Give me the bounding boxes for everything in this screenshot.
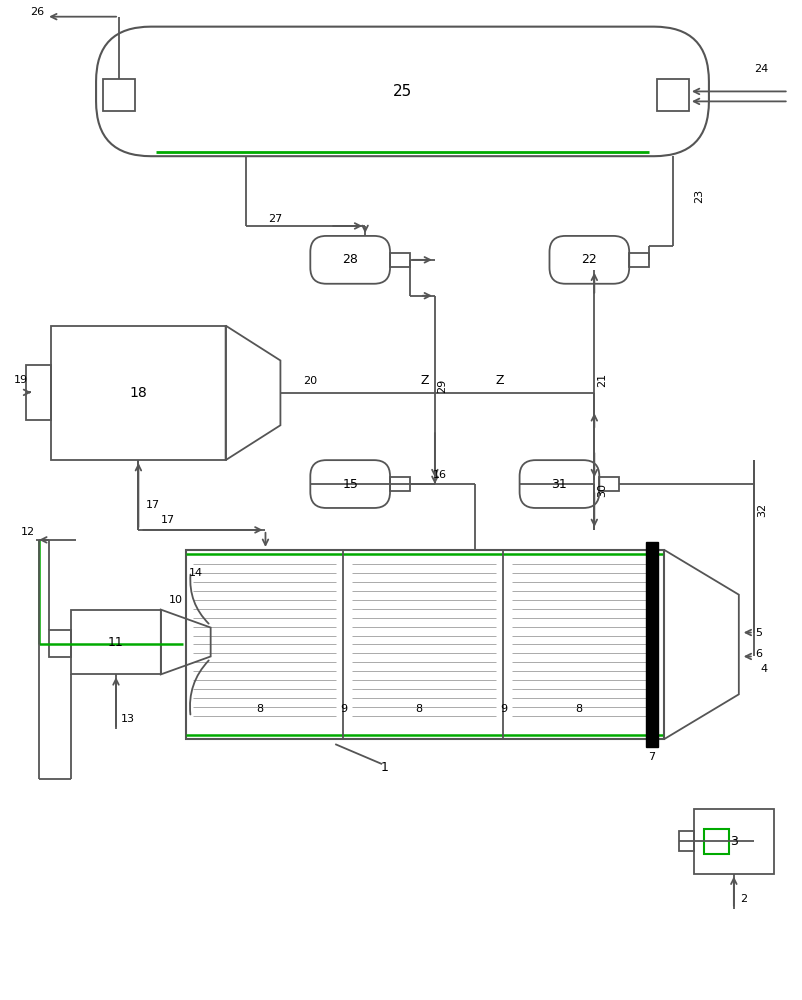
Bar [71,610,161,674]
Text: 25: 25 [393,84,412,99]
Text: 1: 1 [381,761,389,774]
Text: 27: 27 [269,214,282,224]
Text: 4: 4 [760,664,768,674]
Text: 14: 14 [188,568,203,578]
Text: 17: 17 [146,500,160,510]
Text: 17: 17 [161,515,176,525]
Text: 32: 32 [757,503,767,517]
Text: 19: 19 [14,375,28,385]
Text: 3: 3 [730,835,738,848]
Text: 20: 20 [303,376,318,386]
Text: 13: 13 [121,714,135,724]
Text: Z: Z [496,374,504,387]
Text: 12: 12 [21,527,35,537]
Text: 2: 2 [740,894,747,904]
Text: 10: 10 [168,595,183,605]
Text: 9: 9 [341,704,348,714]
Bar [103,79,135,111]
Text: 15: 15 [342,478,358,491]
Text: 8: 8 [575,704,582,714]
Text: 24: 24 [755,64,769,74]
Bar [26,365,51,420]
Bar [694,809,774,874]
Text: Z: Z [421,374,429,387]
Text: 29: 29 [437,378,447,393]
Bar [49,630,71,657]
Bar [390,477,410,491]
Text: 30: 30 [597,483,607,497]
Bar [51,326,225,460]
Text: 8: 8 [415,704,423,714]
Text: 9: 9 [500,704,507,714]
Text: 18: 18 [130,386,148,400]
Bar [704,829,729,854]
Text: 8: 8 [256,704,263,714]
Text: 31: 31 [552,478,567,491]
Text: 26: 26 [30,7,44,17]
Text: 6: 6 [755,649,762,659]
Text: 22: 22 [581,253,597,266]
Text: 7: 7 [649,752,656,762]
Text: 23: 23 [694,189,704,203]
Text: 5: 5 [755,628,762,638]
Bar [630,253,649,267]
Text: 28: 28 [342,253,358,266]
Bar [657,79,689,111]
Text: 11: 11 [108,636,124,649]
Text: 21: 21 [597,373,607,387]
Bar [646,542,658,747]
Text: 16: 16 [433,470,447,480]
Bar [679,831,694,851]
Bar [390,253,410,267]
Bar [186,550,664,739]
Bar [599,477,619,491]
